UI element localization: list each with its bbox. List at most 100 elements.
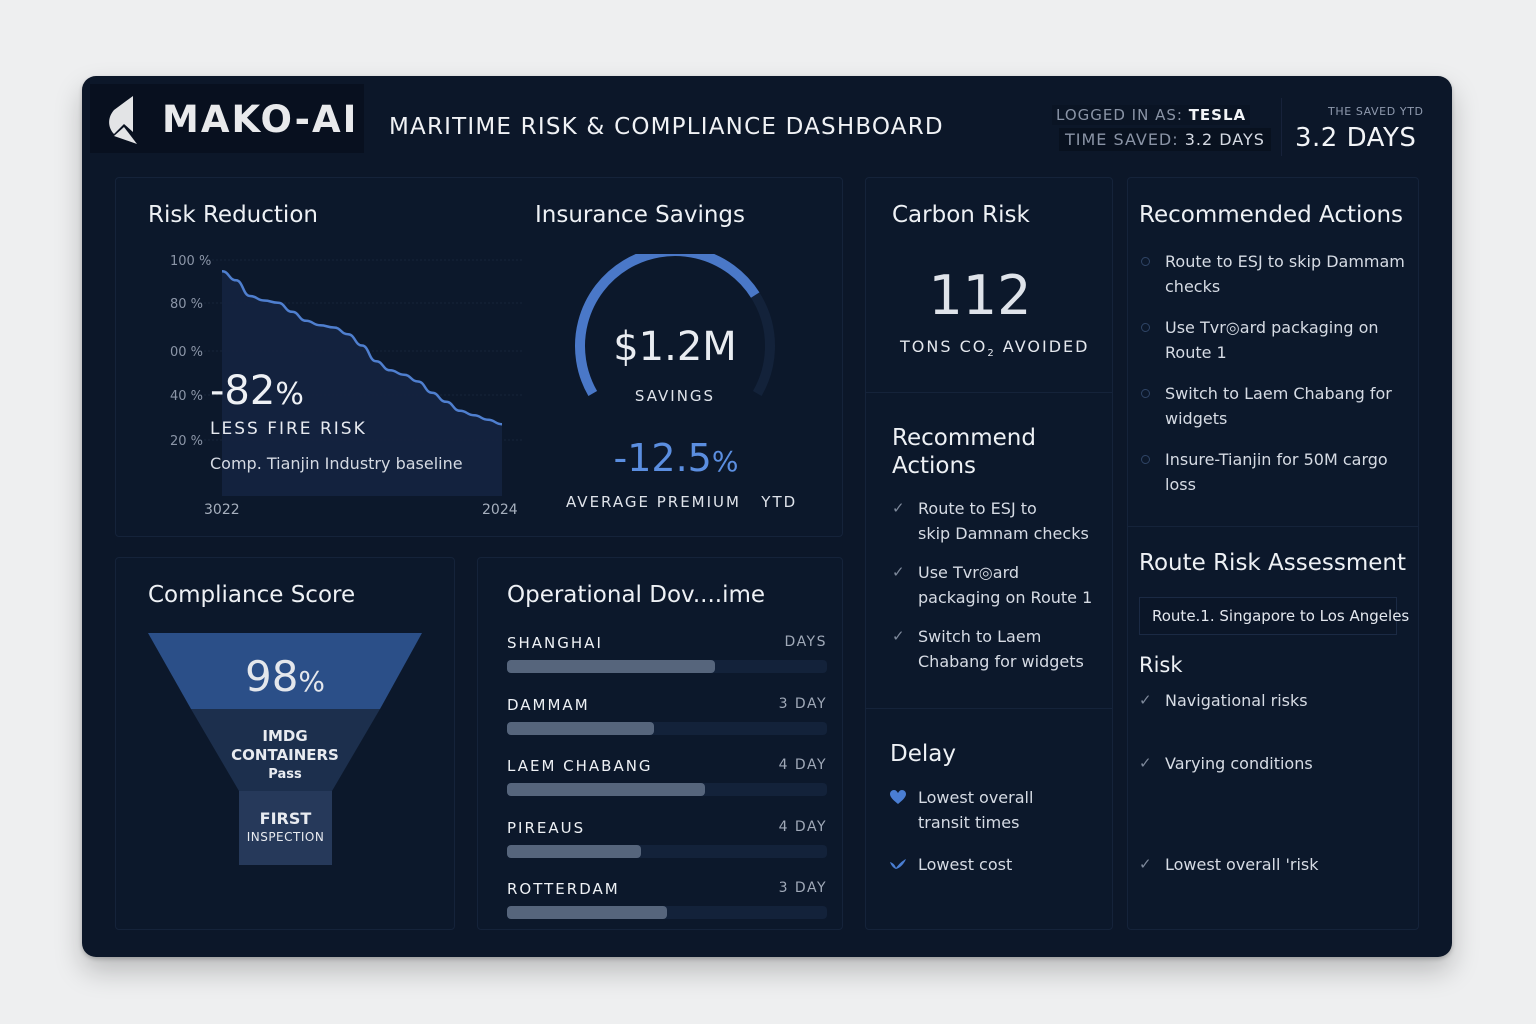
carbon-label-post: AVOIDED bbox=[995, 337, 1090, 356]
recommended-action-item[interactable]: Use Tvr◎ard packaging on Route 1 bbox=[1141, 315, 1379, 365]
header-divider bbox=[1281, 98, 1282, 156]
recommend-action-text: skip Damnam checks bbox=[918, 524, 1089, 543]
risk-item[interactable]: ✓ Lowest overall 'risk bbox=[1139, 852, 1319, 877]
right-column-card bbox=[1127, 177, 1419, 930]
downtime-value: 4 DAY bbox=[778, 757, 827, 773]
divider bbox=[1128, 526, 1418, 527]
risk-item-text: Lowest overall 'risk bbox=[1165, 855, 1319, 874]
risk-reduction-unit: % bbox=[275, 377, 304, 412]
risk-item[interactable]: ✓ Navigational risks bbox=[1139, 688, 1308, 713]
funnel-bottom-segment bbox=[239, 791, 332, 865]
carbon-column-card bbox=[865, 177, 1113, 930]
downtime-bar-track bbox=[507, 906, 827, 919]
delay-item-line1: Lowest cost bbox=[918, 855, 1013, 874]
compliance-title: Compliance Score bbox=[148, 582, 356, 608]
compliance-funnel bbox=[148, 633, 422, 865]
carbon-risk-title: Carbon Risk bbox=[892, 202, 1030, 228]
compliance-score-value: 98 bbox=[244, 652, 299, 701]
premium-label-text: AVERAGE PREMIUM bbox=[566, 493, 741, 511]
savings-gauge bbox=[575, 254, 775, 396]
premium-change: -12.5% bbox=[570, 436, 782, 480]
time-saved-info: TIME SAVED: 3.2 DAYS bbox=[1059, 128, 1271, 151]
recommended-action-item[interactable]: Switch to Laem Chabang for widgets bbox=[1141, 381, 1392, 431]
funnel-mid-line2: CONTAINERS bbox=[231, 746, 339, 764]
brand-logo[interactable]: MAKO-AI bbox=[90, 84, 364, 153]
funnel-top-segment bbox=[148, 633, 422, 709]
risk-reduction-title: Risk Reduction bbox=[148, 202, 318, 228]
recommended-action-text: Route 1 bbox=[1165, 343, 1227, 362]
operational-downtime-title: Operational Dov....ime bbox=[507, 582, 766, 608]
y-tick-label: 40 % bbox=[170, 389, 203, 404]
recommend-action-item[interactable]: ✓ Use Tvr◎ard packaging on Route 1 bbox=[892, 560, 1093, 610]
downtime-bar-fill bbox=[507, 783, 706, 796]
risk-reduction-note: Comp. Tianjin Industry baseline bbox=[210, 454, 463, 473]
y-tick-label: 00 % bbox=[170, 345, 203, 360]
recommended-action-text: Use Tvr◎ard packaging on bbox=[1165, 318, 1379, 337]
logged-in-info: LOGGED IN AS: TESLA bbox=[1052, 105, 1251, 125]
carbon-label-sub: 2 bbox=[987, 348, 996, 360]
premium-period: YTD bbox=[761, 493, 798, 511]
route-select[interactable]: Route.1. Singapore to Los Angeles bbox=[1139, 597, 1409, 635]
bullet-circle-icon bbox=[1141, 257, 1150, 266]
compliance-score-unit: % bbox=[298, 665, 326, 698]
downtime-row: LAEM CHABANG 4 DAY bbox=[507, 757, 827, 797]
recommended-action-item[interactable]: Route to ESJ to skip Dammam checks bbox=[1141, 249, 1405, 299]
risk-area-fill bbox=[222, 271, 502, 496]
carbon-label: TONS CO2 AVOIDED bbox=[900, 337, 1089, 359]
downtime-bar-fill bbox=[507, 721, 655, 735]
delay-item[interactable]: Lowest overall transit times bbox=[890, 785, 1034, 835]
operational-downtime-card bbox=[477, 557, 843, 930]
risk-item[interactable]: ✓ Varying conditions bbox=[1139, 751, 1313, 776]
risk-item-text: Navigational risks bbox=[1165, 691, 1308, 710]
carbon-label-pre: TONS CO bbox=[900, 337, 988, 356]
risk-reduction-value: -82% bbox=[210, 368, 304, 414]
funnel-middle-segment bbox=[191, 709, 380, 791]
bullet-circle-icon bbox=[1141, 455, 1150, 464]
recommend-action-text: packaging on Route 1 bbox=[918, 588, 1093, 607]
risk-item-text: Varying conditions bbox=[1165, 754, 1313, 773]
premium-label: AVERAGE PREMIUM YTD bbox=[566, 493, 797, 511]
downtime-value: DAYS bbox=[784, 634, 827, 650]
downtime-bar-fill bbox=[507, 660, 715, 673]
compliance-score: 98% bbox=[148, 652, 422, 701]
risk-subtitle: Risk bbox=[1139, 653, 1183, 677]
recommend-action-item[interactable]: ✓ Switch to Laem Chabang for widgets bbox=[892, 624, 1084, 674]
delay-item[interactable]: Lowest cost bbox=[890, 852, 1013, 877]
premium-change-value: -12.5 bbox=[613, 436, 712, 480]
premium-change-unit: % bbox=[711, 445, 739, 478]
recommended-action-text: loss bbox=[1165, 475, 1196, 494]
recommend-action-text: Chabang for widgets bbox=[918, 652, 1084, 671]
y-tick-label: 20 % bbox=[170, 434, 203, 449]
gauge-fill bbox=[575, 254, 760, 396]
savings-amount: $1.2M bbox=[613, 324, 737, 370]
downtime-row: ROTTERDAM 3 DAY bbox=[507, 880, 827, 920]
recommended-action-item[interactable]: Insure-Tianjin for 50M cargo loss bbox=[1141, 447, 1388, 497]
dashboard-window: MAKO-AI MARITIME RISK & COMPLIANCE DASHB… bbox=[82, 76, 1452, 957]
recommended-action-text: Insure-Tianjin for 50M cargo bbox=[1165, 450, 1388, 469]
time-saved-label: TIME SAVED: bbox=[1065, 130, 1179, 149]
recommended-action-text: Route to ESJ to skip Dammam bbox=[1165, 252, 1405, 271]
port-name: SHANGHAI bbox=[507, 634, 603, 652]
downtime-value: 4 DAY bbox=[778, 818, 827, 835]
delay-item-line1: Lowest overall bbox=[918, 788, 1034, 807]
logged-in-user[interactable]: TESLA bbox=[1188, 106, 1247, 124]
recommend-action-item[interactable]: ✓ Route to ESJ to skip Damnam checks bbox=[892, 496, 1089, 546]
recommend-title-line2: Actions bbox=[892, 453, 977, 479]
downtime-bar-track bbox=[507, 721, 827, 735]
shark-fin-icon bbox=[109, 96, 137, 144]
recommend-title-line1: Recommend bbox=[892, 425, 1036, 451]
funnel-mid-line3: Pass bbox=[268, 767, 302, 782]
brand-name: MAKO-AI bbox=[162, 98, 359, 141]
check-icon: ✓ bbox=[1139, 855, 1152, 873]
risk-reduction-label: LESS FIRE RISK bbox=[210, 419, 367, 439]
page-title: MARITIME RISK & COMPLIANCE DASHBOARD bbox=[389, 114, 944, 140]
risk-reduction-chart: 100 % 80 % 00 % 40 % 20 % 3022 2024 bbox=[170, 254, 522, 516]
recommend-action-text: Route to ESJ to bbox=[918, 499, 1037, 518]
recommended-actions-title: Recommended Actions bbox=[1139, 202, 1404, 228]
recommend-action-text: Switch to Laem bbox=[918, 627, 1042, 646]
check-icon: ✓ bbox=[892, 627, 905, 645]
logged-in-label: LOGGED IN AS: bbox=[1056, 106, 1183, 124]
downtime-value: 3 DAY bbox=[778, 695, 827, 712]
y-tick-label: 100 % bbox=[170, 254, 211, 269]
port-name: PIREAUS bbox=[507, 818, 586, 837]
